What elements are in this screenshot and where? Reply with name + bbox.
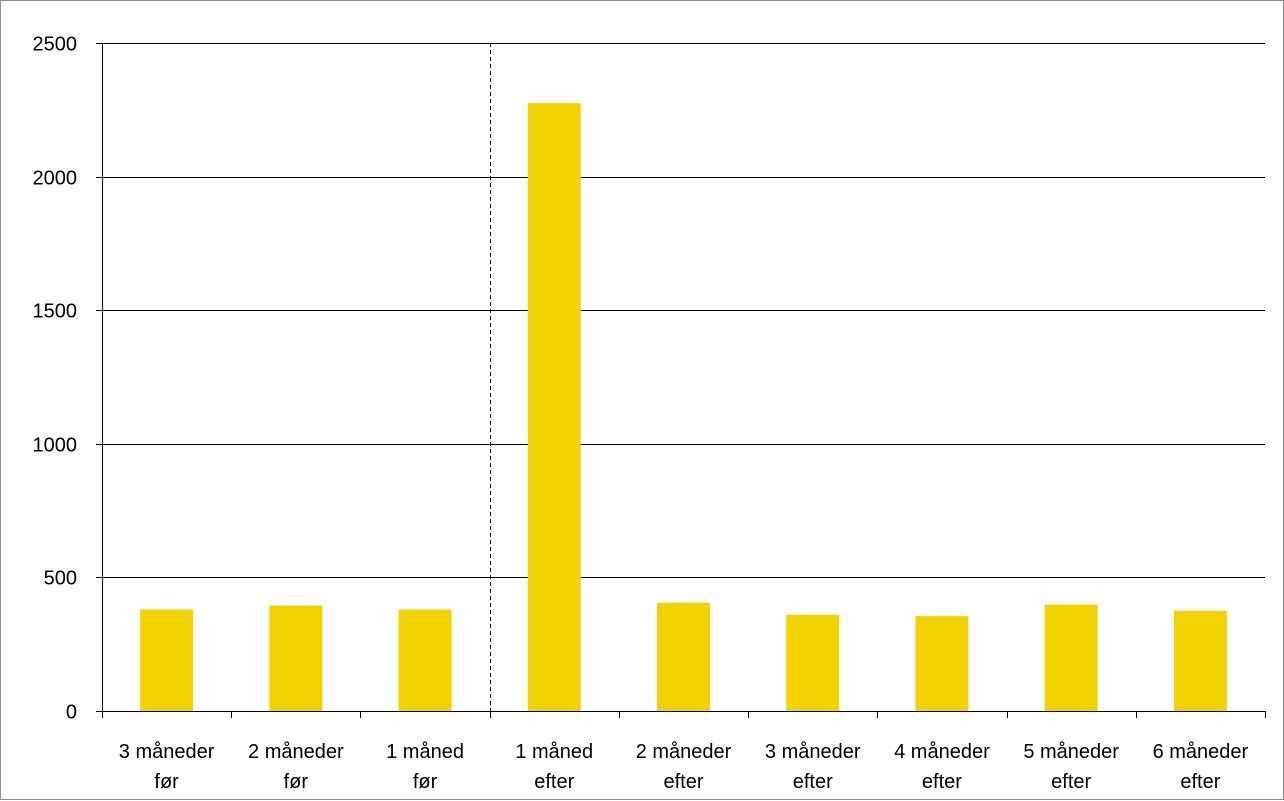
x-tick-label-line: efter	[922, 771, 962, 793]
bar-1	[140, 609, 194, 711]
x-tick-label: 2 måneder før	[248, 741, 344, 793]
x-tick-label: 4 måneder efter	[894, 741, 990, 793]
x-tick-label-line: efter	[793, 771, 833, 793]
bar-2	[269, 605, 323, 711]
x-tick-label-line: før	[154, 771, 179, 793]
x-tick-label: 1 måned efter	[515, 741, 593, 793]
x-tick-label: 3 måneder efter	[765, 741, 861, 793]
x-tick-label-line: 6 måneder	[1153, 741, 1249, 763]
x-tick-label-line: 3 måneder	[765, 741, 861, 763]
x-tick-label-line: 2 måneder	[248, 741, 344, 763]
x-tick-label-line: før	[413, 771, 438, 793]
x-tick-label: 5 måneder efter	[1023, 741, 1119, 793]
y-tick-label: 500	[44, 568, 77, 590]
x-tick-label: 6 måneder efter	[1153, 741, 1249, 793]
x-tick-label: 3 måneder før	[119, 741, 215, 793]
y-tick-label: 2000	[33, 168, 78, 190]
x-tick-label-line: 2 måneder	[636, 741, 732, 763]
y-tick-label: 1000	[33, 435, 78, 457]
x-tick-label-line: efter	[1180, 771, 1220, 793]
bar-4	[527, 103, 581, 712]
y-tick-label: 2500	[33, 34, 78, 56]
x-tick-label: 1 måned før	[386, 741, 464, 793]
x-tick-label-line: 3 måneder	[119, 741, 215, 763]
bar-9	[1173, 610, 1227, 711]
bar-6	[786, 614, 840, 711]
x-tick-label-line: 5 måneder	[1023, 741, 1119, 763]
bar-7	[915, 616, 969, 711]
y-tick-label: 0	[66, 702, 77, 724]
bar-3	[398, 609, 452, 711]
bar-5	[657, 602, 710, 711]
y-tick-label: 1500	[33, 301, 78, 323]
x-tick-label-line: efter	[1051, 771, 1091, 793]
bar-8	[1044, 604, 1098, 711]
x-tick-label-line: 1 måned	[515, 741, 593, 763]
x-tick-label-line: 1 måned	[386, 741, 464, 763]
x-tick-label-line: efter	[534, 771, 574, 793]
x-tick-label-line: før	[284, 771, 309, 793]
x-tick-label: 2 måneder efter	[636, 741, 732, 793]
x-tick-label-line: efter	[663, 771, 703, 793]
x-tick-label-line: 4 måneder	[894, 741, 990, 763]
